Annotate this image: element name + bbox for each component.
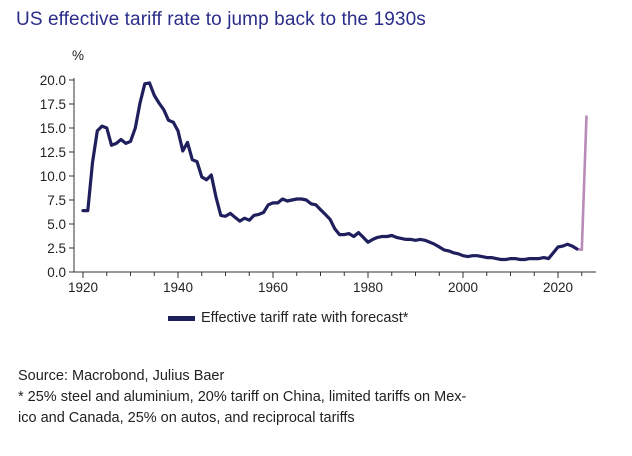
legend: Effective tariff rate with forecast* bbox=[168, 310, 408, 326]
y-tick-label: 2.5 bbox=[47, 241, 66, 256]
y-tick-label: 0.0 bbox=[47, 265, 66, 280]
y-tick-label: 20.0 bbox=[40, 73, 66, 88]
y-tick-label: 10.0 bbox=[40, 169, 66, 184]
y-tick-label: 15.0 bbox=[40, 121, 66, 136]
legend-label: Effective tariff rate with forecast* bbox=[201, 310, 409, 326]
notes: Source: Macrobond, Julius Baer * 25% ste… bbox=[18, 366, 466, 429]
y-tick-label: 5.0 bbox=[47, 217, 66, 232]
x-tick-label: 1940 bbox=[163, 280, 193, 295]
x-tick-label: 2000 bbox=[448, 280, 478, 295]
legend-swatch bbox=[168, 315, 195, 321]
y-tick-label: 7.5 bbox=[47, 193, 66, 208]
footnote-line-1: * 25% steel and aluminium, 20% tariff on… bbox=[18, 389, 467, 405]
x-axis: 1920 1940 1960 1980 2000 2020 bbox=[68, 271, 596, 295]
y-axis: 20.0 17.5 15.0 12.5 10.0 7.5 5.0 2.5 0.0 bbox=[40, 73, 75, 280]
tariff-rate-series-line bbox=[81, 81, 579, 262]
chart-title: US effective tariff rate to jump back to… bbox=[16, 9, 426, 30]
x-tick-label: 2020 bbox=[543, 280, 573, 295]
x-tick-label: 1960 bbox=[258, 280, 288, 295]
source-text: Source: Macrobond, Julius Baer bbox=[18, 368, 225, 384]
forecast-series-line bbox=[576, 115, 588, 252]
x-tick-label: 1920 bbox=[68, 280, 98, 295]
series-layer bbox=[81, 81, 588, 262]
y-axis-unit-label: % bbox=[72, 48, 84, 63]
footnote-line-2: ico and Canada, 25% on autos, and recipr… bbox=[18, 410, 355, 426]
y-tick-label: 12.5 bbox=[40, 145, 66, 160]
x-tick-label: 1980 bbox=[353, 280, 383, 295]
y-tick-label: 17.5 bbox=[40, 97, 66, 112]
